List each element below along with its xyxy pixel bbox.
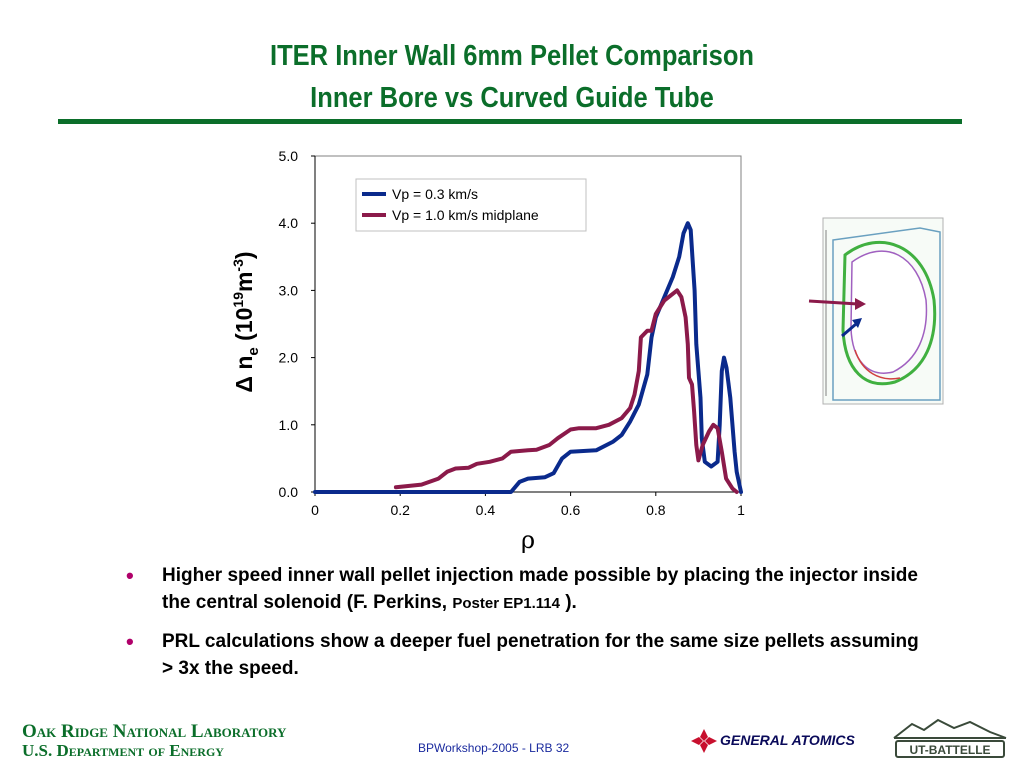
- bullet-text-end: ).: [559, 592, 577, 613]
- y-tick-label: 2.0: [279, 350, 299, 366]
- ut-battelle-logo-icon: UT-BATTELLE: [893, 718, 1007, 758]
- diagram-vessel-wall: [841, 240, 937, 386]
- midplane-arrow-head-icon: [855, 298, 866, 310]
- bullet-icon: •: [126, 629, 134, 654]
- slide-title-line-1: ITER Inner Wall 6mm Pellet Comparison: [269, 40, 755, 72]
- diagram-outer-structure: [832, 227, 941, 401]
- bullet-text: Higher speed inner wall pellet injection…: [162, 565, 918, 613]
- inner-bore-injection-arrow: [841, 322, 857, 338]
- chart-legend: Vp = 0.3 km/s Vp = 1.0 km/s midplane: [355, 178, 587, 232]
- y-tick-label: 4.0: [279, 215, 299, 231]
- y-axis-label: Δ ne (1019m-3): [230, 251, 262, 392]
- ut-battelle-logo: UT-BATTELLE: [890, 716, 1010, 762]
- title-divider: [58, 119, 962, 124]
- x-tick-label: 0.2: [390, 502, 410, 518]
- inner-bore-arrow-head-icon: [852, 318, 862, 328]
- y-tick-label: 3.0: [279, 282, 299, 298]
- bullet-list: • Higher speed inner wall pellet injecti…: [120, 562, 920, 693]
- footer-slide-info: BPWorkshop-2005 - LRB 32: [418, 741, 570, 755]
- series-line-1: [313, 221, 743, 494]
- footer-org-name: Oak Ridge National Laboratory: [22, 721, 287, 742]
- chart-series-lines: [313, 221, 743, 494]
- series-line-2: [393, 288, 739, 494]
- x-tick-label: 1: [737, 502, 745, 518]
- y-tick-label: 0.0: [279, 484, 299, 500]
- x-tick-label: 0: [311, 502, 319, 518]
- y-tick-label: 5.0: [279, 148, 299, 164]
- legend-label: Vp = 0.3 km/s: [392, 186, 478, 202]
- legend-label: Vp = 1.0 km/s midplane: [392, 207, 539, 223]
- x-tick-label: 0.8: [646, 502, 666, 518]
- footer-department: U.S. Department of Energy: [22, 741, 224, 760]
- diagram-divertor: [854, 349, 901, 380]
- utb-logo-text: UT-BATTELLE: [909, 743, 990, 757]
- bullet-item: • Higher speed inner wall pellet injecti…: [120, 562, 920, 617]
- general-atomics-logo: GENERAL ATOMICS: [690, 728, 880, 754]
- bullet-reference: Poster EP1.114: [452, 595, 560, 612]
- y-tick-label: 1.0: [279, 417, 299, 433]
- bullet-text: PRL calculations show a deeper fuel pene…: [162, 631, 919, 679]
- bullet-item: • PRL calculations show a deeper fuel pe…: [120, 628, 920, 682]
- slide-title-line-2: Inner Bore vs Curved Guide Tube: [310, 82, 714, 114]
- ga-diamond-logo-icon: [691, 729, 717, 753]
- ga-logo-text: GENERAL ATOMICS: [720, 732, 855, 748]
- iter-cross-section-diagram: [808, 217, 944, 405]
- legend-box: [355, 178, 587, 232]
- bullet-icon: •: [126, 563, 134, 588]
- x-tick-label: 0.6: [561, 502, 581, 518]
- chart-axes: 0 0.2 0.4 0.6 0.8 1 0.0 1.0 2.0 3.0 4.0 5.0 ρ Δ ne (1…: [230, 148, 745, 554]
- x-tick-label: 0.4: [476, 502, 496, 518]
- midplane-injection-arrow: [808, 299, 859, 306]
- x-axis-label: ρ: [521, 526, 535, 554]
